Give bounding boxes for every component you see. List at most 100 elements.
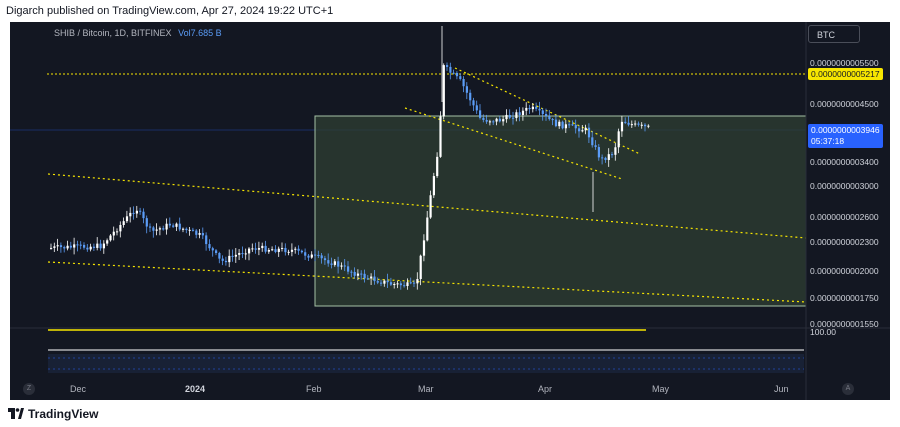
candle-body <box>459 76 462 79</box>
candle-body <box>485 119 488 122</box>
candle-body <box>535 106 538 109</box>
candle-body <box>558 121 561 127</box>
compare-symbol-button[interactable]: BTC <box>808 25 860 43</box>
candle-body <box>521 110 525 115</box>
vol-value: 7.685 B <box>190 28 222 38</box>
candle-body <box>432 176 435 196</box>
candle-body <box>568 124 571 126</box>
symbol-legend[interactable]: SHIB / Bitcoin, 1D, BITFINEX Vol7.685 B <box>54 28 222 38</box>
price-chart[interactable] <box>10 22 890 400</box>
candle-body <box>564 124 567 129</box>
candle-body <box>178 223 181 230</box>
brand-name: TradingView <box>28 407 99 421</box>
trendline-lower[interactable] <box>47 261 807 303</box>
candle-body <box>224 260 228 263</box>
candle-body <box>132 212 135 214</box>
tradingview-brand[interactable]: TradingView <box>8 407 98 421</box>
candle-body <box>436 156 439 177</box>
candle-body <box>644 124 647 127</box>
candle-body <box>482 117 485 120</box>
volume-pane <box>48 354 804 373</box>
candle-body <box>571 124 574 126</box>
candle-body <box>267 249 270 252</box>
candle-body <box>172 225 175 227</box>
right-button-label: A <box>845 385 851 392</box>
candle-body <box>495 118 498 122</box>
candle-body <box>472 100 475 106</box>
candle-body <box>59 245 63 248</box>
candle-body <box>234 254 237 257</box>
candle-body <box>376 281 379 283</box>
price-label: 0.0000000003400 <box>810 157 879 167</box>
candle-body <box>512 117 515 119</box>
candle-body <box>383 280 386 284</box>
footer: TradingView <box>0 400 900 427</box>
candle-body <box>541 110 544 114</box>
candle-body <box>584 127 587 131</box>
candle-body <box>261 245 264 249</box>
compare-symbol-label: BTC <box>817 30 835 40</box>
candle-body <box>142 211 145 219</box>
candle-body <box>307 255 310 258</box>
price-label: 0.0000000002000 <box>810 266 879 276</box>
candle-body <box>343 265 346 267</box>
candle-body <box>366 278 369 280</box>
candle-body <box>475 105 478 111</box>
candle-body <box>205 235 208 245</box>
range-box[interactable] <box>314 115 807 307</box>
candle-body <box>79 244 82 246</box>
candle-body <box>135 210 138 214</box>
candle-body <box>228 255 231 263</box>
trendline-upper[interactable] <box>47 173 807 239</box>
candle-body <box>389 282 393 285</box>
candle-body <box>647 125 650 127</box>
publish-line: Digarch published on TradingView.com, Ap… <box>6 5 334 17</box>
candle-body <box>617 131 620 148</box>
candle-body <box>578 128 581 132</box>
candle-body <box>548 116 551 120</box>
candle-body <box>155 229 158 231</box>
chart-area[interactable]: SHIB / Bitcoin, 1D, BITFINEX Vol7.685 B … <box>10 22 890 400</box>
candle-body <box>634 123 637 125</box>
candle-body <box>561 121 564 129</box>
candle-body <box>76 244 79 246</box>
left-button-label: Z <box>26 385 32 392</box>
candle-body <box>125 216 129 222</box>
candle-body <box>403 285 406 287</box>
volume-scale-label: 100.00 <box>810 327 836 337</box>
candle-body <box>337 261 340 267</box>
candle-body <box>264 245 267 252</box>
candle-body <box>409 282 412 284</box>
price-label: 0.0000000002600 <box>810 212 879 222</box>
candle-body <box>455 72 459 77</box>
candle-body <box>314 254 317 256</box>
candle-body <box>211 248 214 251</box>
candle-body <box>109 235 112 241</box>
candle-body <box>452 72 455 74</box>
auto-scale-right-button[interactable]: A <box>842 383 854 395</box>
candle-body <box>538 108 541 111</box>
candle-body <box>406 282 409 287</box>
candle-body <box>396 283 399 285</box>
candles <box>50 26 650 290</box>
candle-body <box>106 240 109 244</box>
wedge-lower-line[interactable] <box>404 107 623 180</box>
candle-body <box>465 86 468 93</box>
candle-body <box>416 279 419 284</box>
wedge-upper-line[interactable] <box>454 67 641 155</box>
candle-body <box>221 258 224 261</box>
candle-body <box>274 249 277 252</box>
time-label: Mar <box>418 384 434 394</box>
candle-body <box>271 249 274 251</box>
candle-body <box>195 230 198 235</box>
candle-body <box>488 121 492 123</box>
candle-body <box>231 255 234 257</box>
auto-scale-left-button[interactable]: Z <box>23 383 35 395</box>
candle-body <box>505 114 508 120</box>
candle-body <box>310 254 313 258</box>
candle-body <box>611 154 614 156</box>
candle-body <box>162 228 165 230</box>
candle-body <box>290 249 294 252</box>
price-label: 0.0000000001550 <box>810 319 879 329</box>
candle-body <box>175 223 178 227</box>
